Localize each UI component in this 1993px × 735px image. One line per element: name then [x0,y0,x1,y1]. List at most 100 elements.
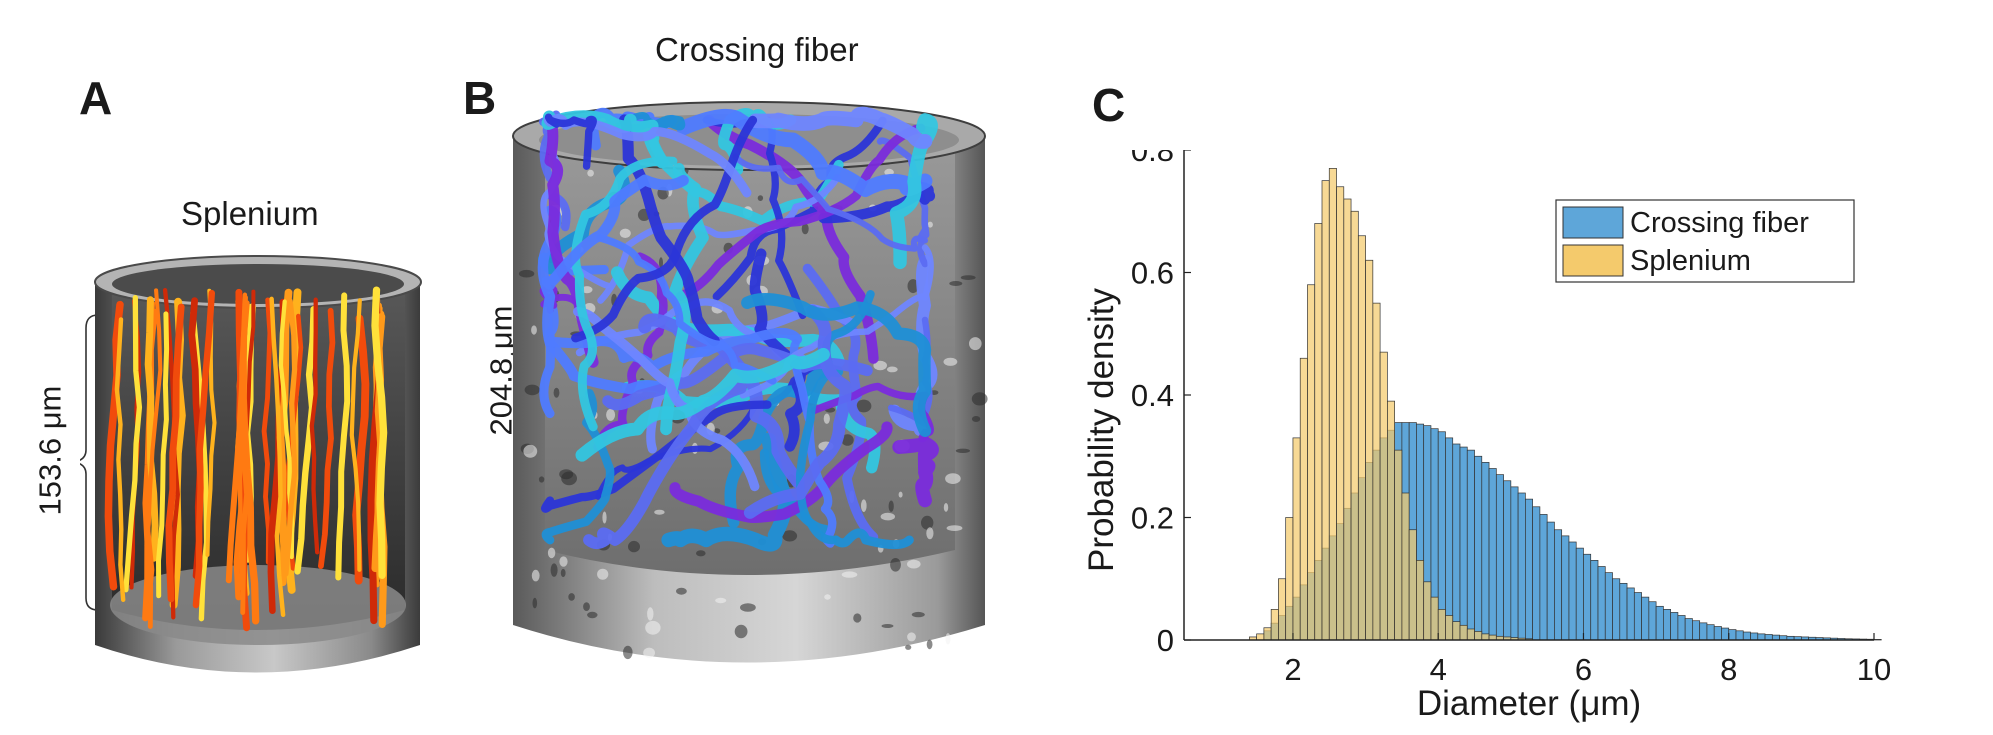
histogram-bar [1583,553,1592,641]
axon-fiber [294,306,317,575]
histogram-bar [1365,259,1374,641]
tissue-speck [538,476,545,483]
axon-fiber [371,286,388,579]
histogram-bar [1466,449,1475,641]
tissue-speck [801,223,809,235]
tissue-speck [907,632,916,642]
histogram-bar [1532,506,1541,641]
panel-b-axon-fibers [537,106,939,552]
histogram-bar [1757,633,1766,641]
axon-fiber [610,266,845,368]
histogram-bar [1481,462,1490,641]
panel-b-render [510,101,988,663]
axon-fiber [593,252,668,452]
splenium-bars [1249,168,1533,641]
tissue-speck [943,503,949,512]
y-tick-label: 0.2 [1131,501,1174,536]
histogram-bar [1554,529,1563,641]
histogram-bar [1445,437,1454,641]
tissue-speck [880,512,895,521]
histogram-bar [1292,437,1301,641]
histogram-bar [1263,627,1272,641]
axon-fiber [114,317,126,602]
histogram-bar [1495,474,1504,641]
axon-fiber [541,174,689,291]
tissue-speck [823,413,830,424]
histogram-bar [1604,572,1613,641]
axon-fiber [615,111,686,132]
panel-c-histogram: 2 4 6 8 10 0 0.2 0.4 0.6 0.8 Diameter (μm) Probab… [1082,150,1891,723]
tissue-speck [890,558,901,572]
tissue-speck [587,169,594,177]
histogram-bar [1372,302,1381,641]
histogram-bar [1379,351,1388,641]
axon-fiber [892,436,939,508]
histogram-axes [1183,150,1875,641]
histogram-bar [1764,634,1773,641]
tissue-speck [559,556,568,567]
panel-a-axon-fibers [104,286,388,632]
axon-fiber [123,295,143,593]
histogram-bar [1670,612,1679,641]
histogram-bar [1692,620,1701,641]
legend-label-splenium: Splenium [1630,245,1751,277]
histogram-bar [1416,560,1425,641]
tissue-speck [757,195,764,201]
axon-fiber [335,292,351,581]
histogram-bar [1539,514,1548,641]
x-tick-label: 4 [1430,652,1447,687]
histogram-tick-labels: 2 4 6 8 10 0 0.2 0.4 0.6 0.8 [1131,150,1891,687]
tissue-speck [905,644,912,650]
histogram-bar [1590,560,1599,641]
tissue-speck [553,387,560,398]
axon-fiber [575,347,830,462]
histogram-bar [1721,627,1730,641]
tissue-speck [659,257,663,269]
tissue-speck [926,639,933,650]
axon-fiber [541,388,615,545]
tissue-speck [921,515,934,530]
histogram-bar [1517,492,1526,641]
histogram-bar [1328,168,1337,641]
tissue-speck [971,392,988,406]
histogram-bar [1314,223,1323,641]
tissue-speck [713,428,721,434]
axon-fiber [165,303,185,603]
tissue-speck [856,399,872,413]
histogram-bar [1445,615,1454,641]
axon-fiber [269,296,286,618]
axon-fiber [675,123,926,301]
histogram-bar [1430,596,1439,641]
axon-fiber [741,292,932,437]
histogram-bar [1343,198,1352,641]
tissue-speck [911,611,925,618]
tissue-speck [602,511,607,524]
histogram-bar [1873,639,1882,641]
tissue-speck [949,281,963,286]
histogram-bar [1488,468,1497,641]
histogram-bar [1299,357,1308,641]
axon-fiber [104,300,124,591]
histogram-bar [1437,609,1446,641]
panel-a-title: Splenium [181,195,319,232]
histogram-bar [1510,486,1519,641]
tissue-speck [971,416,981,422]
histogram-bar [1278,578,1287,641]
histogram-bar [1546,521,1555,641]
axon-fiber [669,421,893,524]
tissue-speck [881,624,894,628]
panel-c-letter: C [1092,79,1126,131]
tissue-speck [581,286,593,294]
axon-fiber [146,288,163,612]
histogram-bar [1633,592,1642,641]
y-tick-label: 0.6 [1131,256,1174,291]
histogram-bar [1401,492,1410,641]
tissue-speck [523,444,538,458]
tissue-speck [782,530,798,542]
histogram-bar [1452,443,1461,641]
histogram-bar [1568,541,1577,641]
histogram-bar [1655,605,1664,641]
histogram-bar [1750,632,1759,641]
tissue-speck [898,491,903,498]
tissue-speck [841,571,858,578]
